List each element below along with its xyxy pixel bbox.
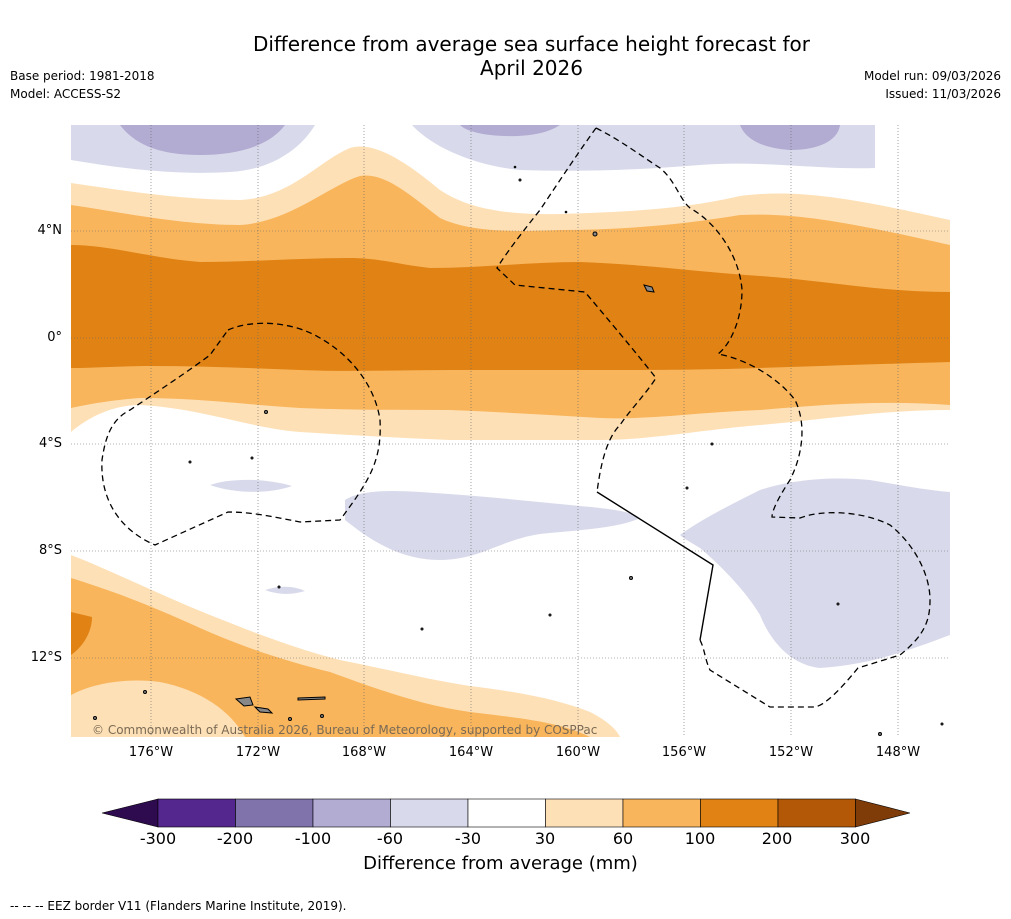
island-samoa-east [253,706,274,714]
lat-label: 4°N [37,223,63,238]
meta-right: Model run: 09/03/2026 Issued: 11/03/2026 [864,67,1001,103]
issued-date: Issued: 11/03/2026 [885,87,1001,101]
colorbar-tick: 60 [612,829,634,848]
lat-label: 0° [47,330,62,345]
colorbar-segment [390,798,469,828]
colorbar-tick: -100 [294,829,332,848]
meta-left: Base period: 1981-2018 Model: ACCESS-S2 [10,67,155,103]
eez-footnote: -- -- -- EEZ border V11 (Flanders Marine… [10,899,347,913]
colorbar-tick: 200 [761,829,793,848]
neg-anomaly-north-5 [740,125,840,150]
lon-label: 156°W [661,745,707,760]
eez-borders [101,127,931,708]
colorbar-tick: 300 [839,829,871,848]
pos-anomaly-100-200 [71,245,950,371]
colorbar-segment [467,798,546,828]
base-period: Base period: 1981-2018 [10,69,155,83]
islands [93,165,944,736]
lat-label: 4°S [38,436,62,451]
neg-anomaly-north-2 [120,125,285,155]
colorbar-extend-high [855,798,911,828]
colorbar-segment [312,798,391,828]
eez-line-north [496,127,657,493]
neg-anomaly-south-4 [265,586,305,594]
lon-label: 164°W [448,745,494,760]
map-field [71,125,950,737]
neg-anomaly-north-4 [460,125,560,137]
lat-label: 12°S [30,650,62,665]
neg-anomaly-south-1 [345,490,640,560]
island-tutuila [297,696,326,701]
colorbar-segment [157,798,236,828]
colorbar-tick: -60 [376,829,404,848]
lon-label: 160°W [555,745,601,760]
eez-kiribati-west [101,322,381,546]
lon-label: 168°W [341,745,387,760]
colorbar [101,798,911,828]
colorbar-extend-low [101,798,159,828]
lon-label: 152°W [768,745,814,760]
colorbar-tick: -30 [454,829,482,848]
maritime-boundary-solid [596,491,714,641]
pos-anomaly-sw-dark [71,612,92,655]
grid-lines [71,125,950,737]
neg-anomaly-south-3 [210,479,292,492]
pos-anomaly-sw-inner [71,680,245,737]
colorbar-tick: -300 [139,829,177,848]
colorbar-label: Difference from average (mm) [363,853,638,874]
colorbar-segment [545,798,624,828]
colorbar-tick: 30 [534,829,556,848]
colorbar-tick: 100 [684,829,716,848]
colorbar-tick: -200 [216,829,254,848]
colorbar-segment [235,798,314,828]
lon-label: 172°W [235,745,281,760]
model-run: Model run: 09/03/2026 [863,69,1001,83]
model-name: Model: ACCESS-S2 [10,87,122,101]
lon-label: 148°W [875,745,921,760]
lat-label: 8°S [38,543,62,558]
island-kiritimati [643,284,655,293]
colorbar-segment [700,798,779,828]
colorbar-segment [777,798,856,828]
island-samoa-west [234,696,254,707]
lon-label: 176°W [128,745,174,760]
copyright-notice: © Commonwealth of Australia 2026, Bureau… [92,723,598,737]
map-title: Difference from average sea surface heig… [252,32,811,80]
eez-kiribati-central [595,127,931,708]
colorbar-segment [622,798,701,828]
neg-anomaly-south-2 [680,478,950,668]
